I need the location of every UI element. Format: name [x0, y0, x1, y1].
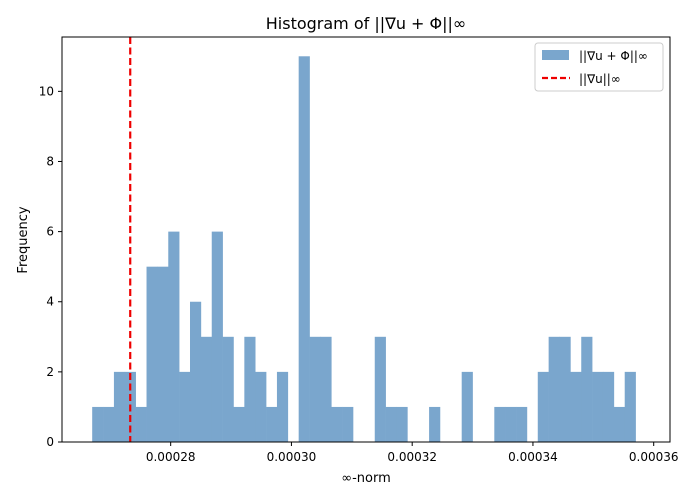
x-axis-ticks: 0.00028 0.00030 0.00032 0.00034 0.00036: [146, 442, 679, 464]
y-tick-label: 4: [46, 295, 54, 309]
legend: ||∇u + Φ||∞ ||∇u||∞: [534, 42, 664, 92]
legend-swatch-histogram: [542, 50, 569, 60]
histogram-bar: [244, 336, 256, 442]
histogram-bar: [505, 406, 517, 442]
histogram-bar: [200, 336, 213, 442]
x-axis-label: ∞-norm: [341, 471, 391, 486]
histogram-bar: [146, 266, 158, 442]
histogram-bar: [570, 371, 582, 442]
histogram-bar: [331, 406, 343, 442]
histogram-bar: [429, 406, 441, 442]
plot-frame: [61, 36, 671, 443]
histogram-bar: [516, 406, 528, 442]
histogram-bar: [320, 336, 332, 442]
y-tick-label: 8: [46, 154, 54, 168]
histogram-bar: [581, 336, 593, 442]
legend-label-histogram: ||∇u + Φ||∞: [579, 49, 648, 63]
histogram-bar: [613, 406, 626, 442]
histogram-bar: [494, 406, 506, 442]
y-axis-label: Frequency: [16, 206, 31, 273]
histogram-bar: [92, 406, 104, 442]
y-axis-ticks: 0 2 4 6 8 10: [39, 84, 62, 449]
histogram-bar: [179, 371, 191, 442]
histogram-bar: [385, 406, 397, 442]
histogram-bar: [266, 406, 278, 442]
y-tick-label: 6: [46, 225, 54, 239]
histogram-bar: [211, 231, 223, 442]
histogram-bar: [309, 336, 321, 442]
histogram-bar: [222, 336, 234, 442]
x-tick-label: 0.00030: [267, 450, 317, 464]
chart-title: Histogram of ||∇u + Φ||∞: [266, 14, 467, 33]
histogram-bar: [559, 336, 571, 442]
histogram-bar: [342, 406, 354, 442]
histogram-bar: [537, 371, 549, 442]
histogram-bar: [602, 371, 615, 442]
x-tick-label: 0.00032: [387, 450, 437, 464]
x-tick-label: 0.00036: [629, 450, 679, 464]
histogram-bar: [233, 406, 245, 442]
histogram-bar: [396, 406, 408, 442]
y-tick-label: 10: [39, 84, 54, 98]
histogram-bar: [113, 371, 126, 442]
y-tick-label: 2: [46, 365, 54, 379]
histogram-bar: [276, 371, 289, 442]
histogram-bar: [190, 301, 202, 442]
histogram-bar: [168, 231, 180, 442]
histogram-bar: [461, 371, 473, 442]
histogram-bar: [548, 336, 560, 442]
histogram-bar: [103, 406, 115, 442]
histogram-bar: [624, 371, 636, 442]
histogram-bar: [374, 336, 386, 442]
legend-label-reference-line: ||∇u||∞: [579, 72, 621, 86]
histogram-bar: [592, 371, 604, 442]
histogram-bar: [298, 56, 310, 443]
histogram-bars: [92, 56, 636, 443]
x-tick-label: 0.00028: [146, 450, 196, 464]
y-tick-label: 0: [46, 435, 54, 449]
histogram-bar: [157, 266, 169, 442]
histogram-bar: [135, 406, 147, 442]
histogram-bar: [255, 371, 267, 442]
x-tick-label: 0.00034: [508, 450, 558, 464]
